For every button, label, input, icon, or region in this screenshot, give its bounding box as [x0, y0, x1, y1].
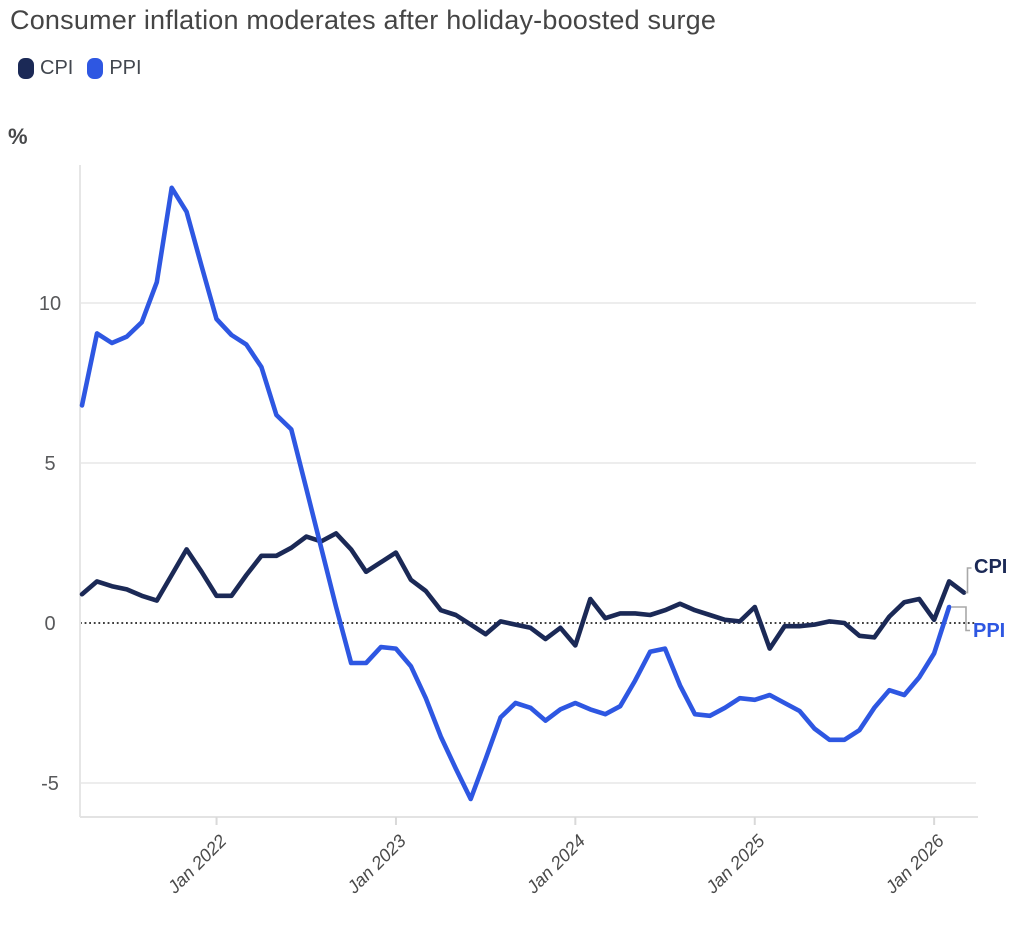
y-axis-labels: 10 5 0 -5: [39, 293, 61, 795]
cpi-end-label: CPI: [974, 556, 1007, 578]
legend-item-cpi[interactable]: CPI: [18, 57, 73, 80]
gridlines: [80, 302, 976, 784]
cpi-end-bracket: [965, 567, 972, 594]
legend-item-ppi[interactable]: PPI: [87, 57, 142, 80]
x-tick-label: Jan 2023: [343, 831, 410, 898]
x-tick-label: Jan 2026: [881, 830, 949, 898]
y-tick-label: 10: [39, 293, 61, 315]
axes: [79, 165, 978, 825]
cpi-legend-label: CPI: [40, 57, 74, 79]
ppi-end-label: PPI: [973, 620, 1005, 642]
ppi-end-bracket: [951, 606, 970, 632]
y-tick-label: 0: [44, 613, 55, 635]
ppi-series-line[interactable]: [79, 185, 952, 802]
ppi-legend-label: PPI: [109, 57, 142, 79]
y-axis-unit: %: [8, 124, 28, 149]
chart-title: Consumer inflation moderates after holid…: [10, 5, 717, 35]
x-axis-labels: Jan 2022 Jan 2023 Jan 2024 Jan 2025 Jan 2026: [163, 830, 949, 898]
ppi-legend-swatch-icon: [87, 58, 104, 79]
y-axis-unit-label: %: [8, 124, 28, 149]
series-end-labels: CPI PPI: [951, 556, 1007, 642]
y-tick-label: -5: [41, 773, 59, 795]
y-tick-label: 5: [44, 453, 55, 475]
legend: CPI PPI: [18, 57, 156, 80]
x-tick-label: Jan 2022: [163, 831, 230, 898]
x-tick-label: Jan 2025: [701, 830, 769, 898]
cpi-legend-swatch-icon: [18, 58, 34, 79]
x-tick-label: Jan 2024: [522, 831, 589, 898]
cpi-series-line[interactable]: [79, 531, 967, 651]
series-lines: [79, 185, 967, 802]
